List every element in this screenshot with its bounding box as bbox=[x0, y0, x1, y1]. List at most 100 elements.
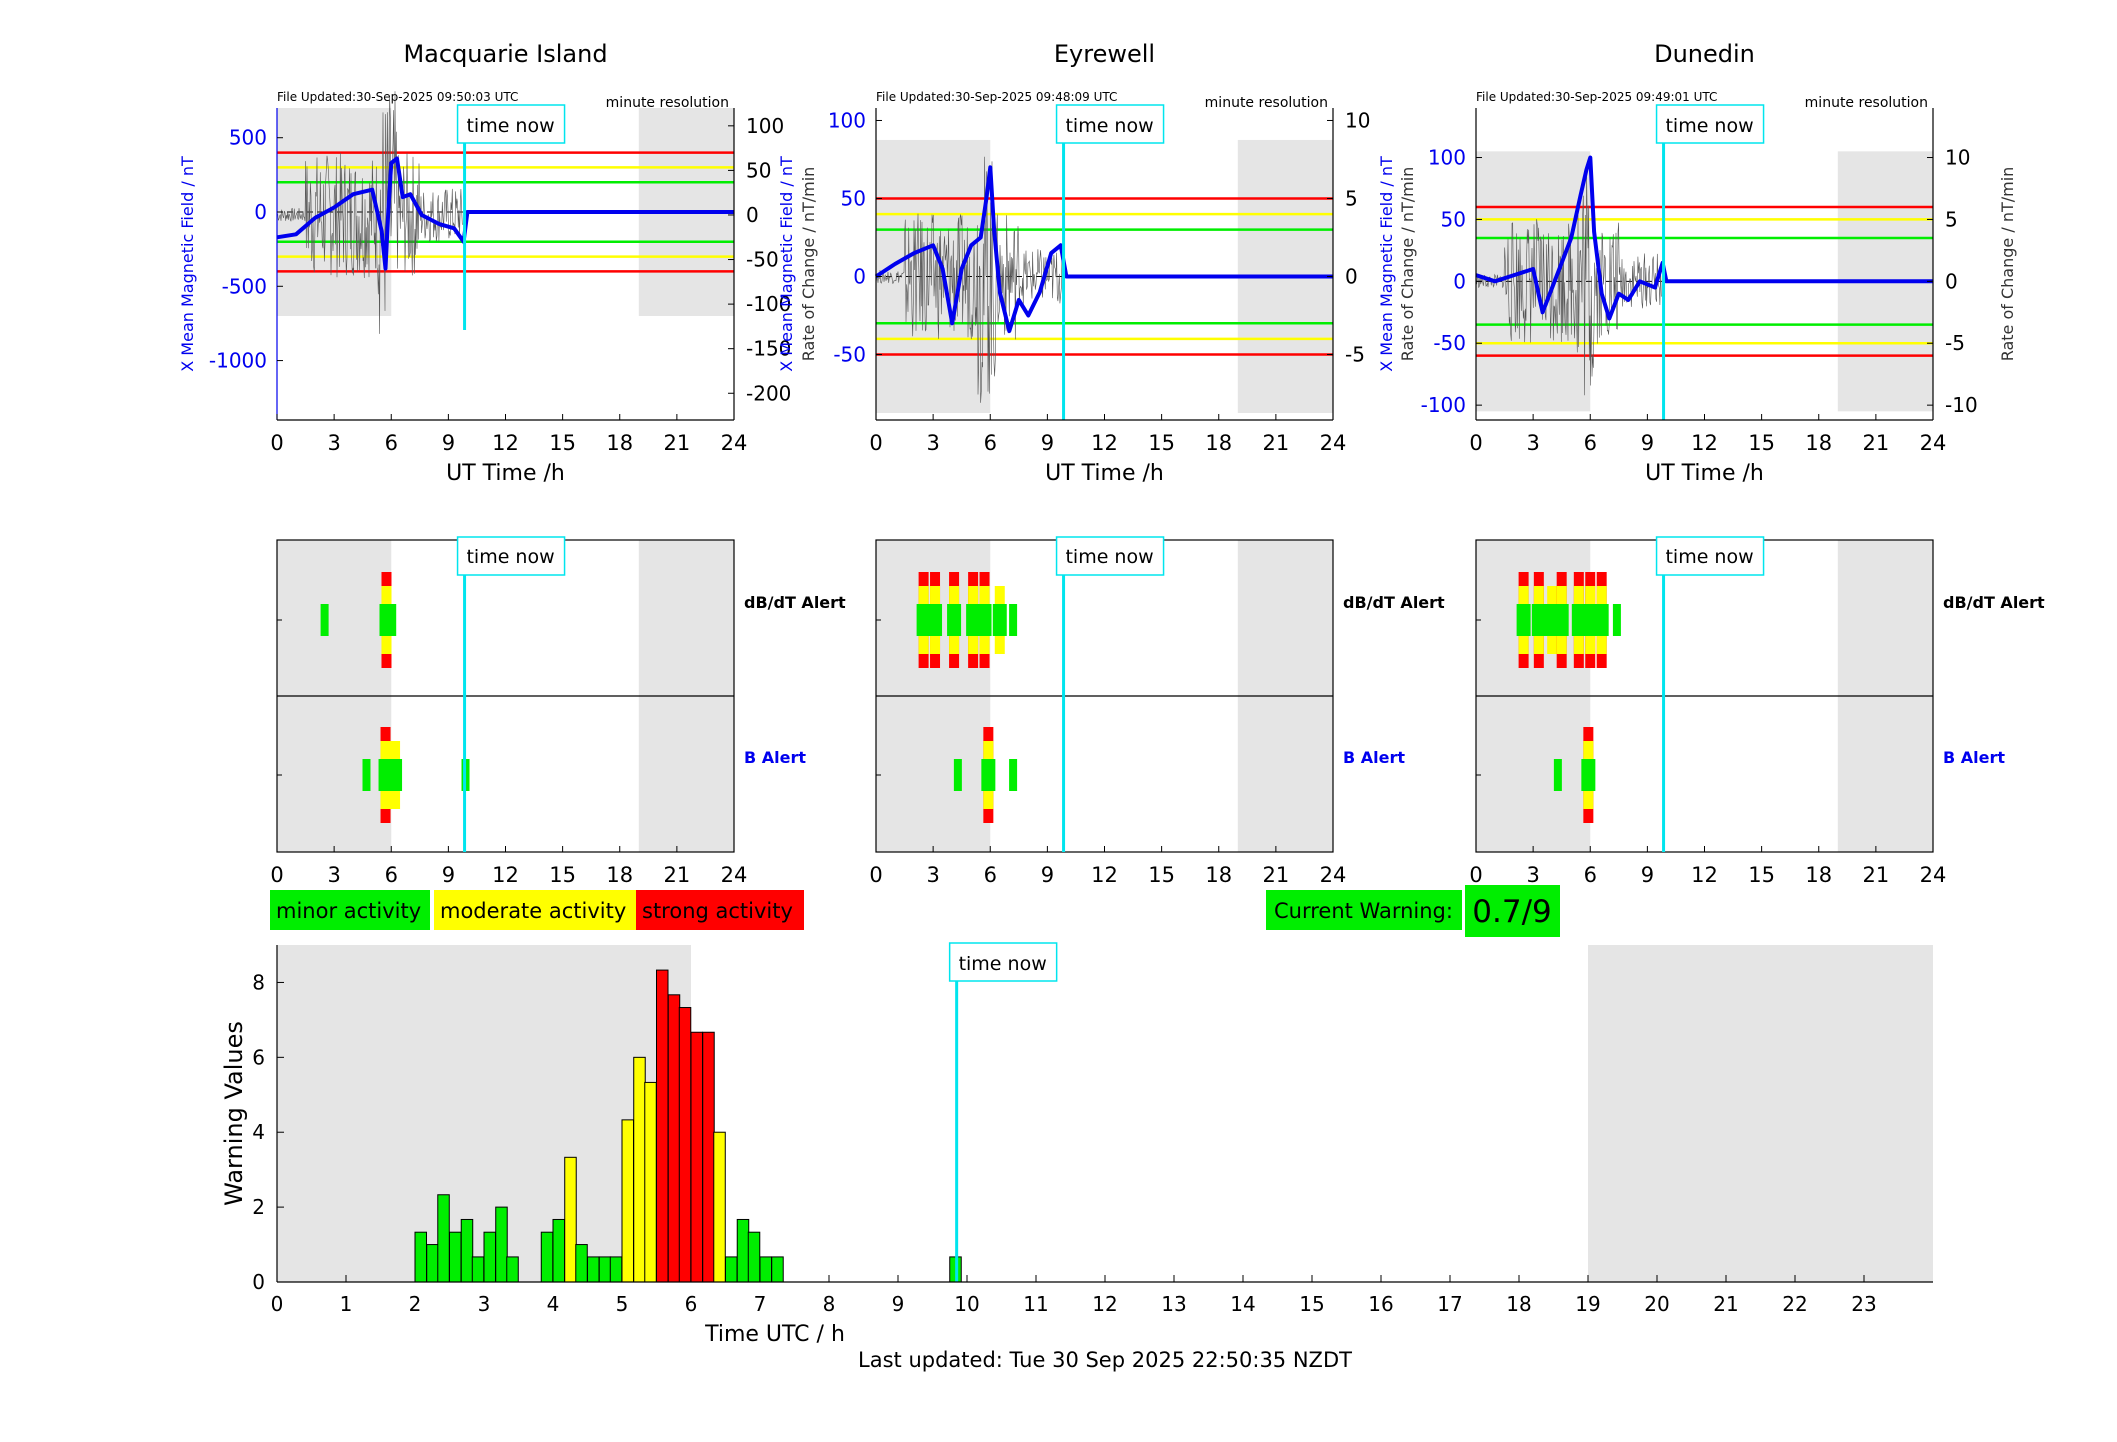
warning-bar bbox=[495, 1206, 508, 1283]
warning-bar bbox=[725, 1256, 738, 1283]
alert-x-tick-label: 0 bbox=[869, 863, 882, 887]
y-tick-label-left: 100 bbox=[1428, 146, 1466, 170]
x-tick-label: 24 bbox=[721, 431, 748, 455]
y-tick-label-right: -100 bbox=[746, 292, 791, 316]
chart-x-tick-label: 14 bbox=[1230, 1292, 1255, 1316]
y-tick-label-left: -1000 bbox=[209, 349, 267, 373]
y-tick-label-left: -50 bbox=[833, 342, 866, 366]
chart-x-tick-label: 2 bbox=[409, 1292, 422, 1316]
chart-x-tick-label: 21 bbox=[1713, 1292, 1738, 1316]
alert-x-tick-label: 3 bbox=[926, 863, 939, 887]
alert-x-tick-label: 18 bbox=[1205, 863, 1232, 887]
y-tick-label-left: -500 bbox=[222, 274, 267, 298]
y-tick-label-right: 50 bbox=[746, 158, 771, 182]
y-tick-label-right: -5 bbox=[1945, 331, 1965, 355]
db-alert-mark-minor bbox=[928, 604, 943, 636]
warning-bar bbox=[621, 1119, 635, 1283]
legend-minor-label: minor activity bbox=[276, 899, 421, 923]
warning-bar bbox=[644, 1081, 657, 1283]
x-tick-label: 9 bbox=[1641, 431, 1654, 455]
time-now-box bbox=[1055, 104, 1165, 144]
y-tick-label-right: 0 bbox=[1345, 264, 1358, 288]
db-alert-mark-minor bbox=[320, 604, 329, 636]
alert-x-tick-label: 6 bbox=[385, 863, 398, 887]
warning-bar bbox=[587, 1256, 600, 1283]
y-axis-label-left: X Mean Magnetic Field / nT bbox=[777, 156, 796, 372]
y-tick-label-right: 10 bbox=[1945, 146, 1970, 170]
y-axis-label-right: Rate of Change / nT/min bbox=[799, 167, 818, 362]
chart-x-tick-label: 12 bbox=[1092, 1292, 1117, 1316]
x-tick-label: 6 bbox=[984, 431, 997, 455]
chart-x-tick-label: 22 bbox=[1782, 1292, 1807, 1316]
b-alert-mark-minor bbox=[981, 759, 996, 791]
legend-minor-box bbox=[270, 890, 430, 930]
y-tick-label-left: -100 bbox=[1421, 393, 1466, 417]
x-tick-label: 21 bbox=[1863, 431, 1890, 455]
x-tick-label: 0 bbox=[270, 431, 283, 455]
b-alert-label: B Alert bbox=[1943, 748, 2005, 767]
db-alert-mark-minor bbox=[1009, 604, 1018, 636]
alert-time-now-box bbox=[1655, 536, 1765, 576]
b-alert-mark-minor bbox=[953, 759, 962, 791]
y-tick-label-right: -200 bbox=[746, 381, 791, 405]
db-alert-mark-minor bbox=[916, 604, 931, 636]
file-updated-label: File Updated:30-Sep-2025 09:50:03 UTC bbox=[277, 90, 518, 104]
warning-bar bbox=[678, 1007, 692, 1283]
warning-bar bbox=[506, 1256, 519, 1283]
y-tick-label-left: 0 bbox=[1453, 269, 1466, 293]
chart-x-tick-label: 4 bbox=[547, 1292, 560, 1316]
x-tick-label: 0 bbox=[1469, 431, 1482, 455]
chart-x-tick-label: 13 bbox=[1161, 1292, 1186, 1316]
alert-x-tick-label: 24 bbox=[1320, 863, 1347, 887]
db-alert-mark-minor bbox=[992, 604, 1007, 636]
y-tick-label-right: 10 bbox=[1345, 108, 1370, 132]
chart-x-tick-label: 9 bbox=[892, 1292, 905, 1316]
alert-x-tick-label: 12 bbox=[1091, 863, 1118, 887]
chart-x-tick-label: 17 bbox=[1437, 1292, 1462, 1316]
chart-night-after bbox=[1588, 945, 1933, 1282]
x-tick-label: 18 bbox=[1805, 431, 1832, 455]
alert-x-tick-label: 3 bbox=[1526, 863, 1539, 887]
x-tick-label: 9 bbox=[1041, 431, 1054, 455]
station-title: Dunedin bbox=[1654, 40, 1755, 68]
alert-x-tick-label: 12 bbox=[1691, 863, 1718, 887]
legend-strong-box bbox=[636, 890, 804, 930]
alert-time-now-label: time now bbox=[1065, 546, 1153, 568]
y-tick-label-left: 100 bbox=[828, 108, 866, 132]
y-tick-label-right: 5 bbox=[1945, 207, 1958, 231]
chart-time-now-label: time now bbox=[959, 953, 1047, 975]
x-tick-label: 12 bbox=[492, 431, 519, 455]
mean-field-line bbox=[1475, 155, 1933, 321]
warning-bar bbox=[598, 1256, 612, 1283]
x-tick-label: 3 bbox=[327, 431, 340, 455]
station-title: Macquarie Island bbox=[403, 40, 607, 68]
x-tick-label: 18 bbox=[606, 431, 633, 455]
alert-x-tick-label: 18 bbox=[1805, 863, 1832, 887]
warning-bar bbox=[414, 1231, 428, 1283]
chart-x-tick-label: 15 bbox=[1299, 1292, 1324, 1316]
x-axis-label: UT Time /h bbox=[446, 461, 565, 486]
warning-bar bbox=[426, 1244, 439, 1283]
b-alert-mark-minor bbox=[1581, 759, 1596, 791]
x-tick-label: 24 bbox=[1320, 431, 1347, 455]
warning-bar bbox=[702, 1031, 715, 1283]
db-alert-mark-minor bbox=[1594, 604, 1609, 636]
x-tick-label: 15 bbox=[1148, 431, 1175, 455]
mean-field-line bbox=[276, 156, 734, 271]
x-tick-label: 0 bbox=[869, 431, 882, 455]
warning-bar bbox=[747, 1231, 761, 1283]
alert-x-tick-label: 24 bbox=[1920, 863, 1947, 887]
x-tick-label: 6 bbox=[1584, 431, 1597, 455]
current-warning-box bbox=[1266, 890, 1462, 930]
alert-x-tick-label: 21 bbox=[1863, 863, 1890, 887]
warning-bar bbox=[713, 1131, 726, 1283]
db-alert-mark-minor bbox=[1583, 604, 1598, 636]
chart-x-tick-label: 11 bbox=[1023, 1292, 1048, 1316]
y-tick-label-right: -50 bbox=[746, 248, 779, 272]
alert-x-tick-label: 3 bbox=[327, 863, 340, 887]
warning-bar bbox=[564, 1156, 577, 1283]
x-tick-label: 12 bbox=[1691, 431, 1718, 455]
alert-x-tick-label: 9 bbox=[1041, 863, 1054, 887]
